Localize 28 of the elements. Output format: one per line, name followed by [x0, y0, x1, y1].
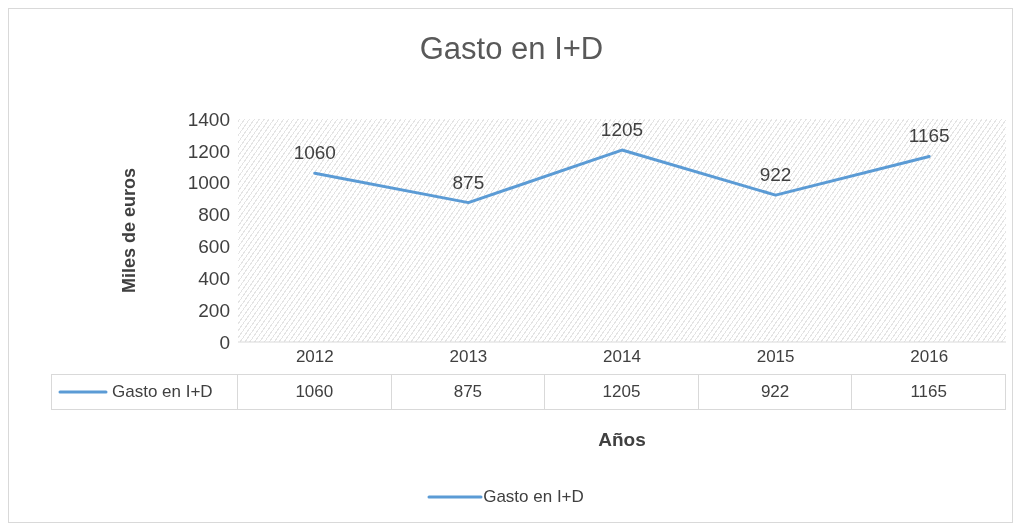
y-tick-label: 1200	[187, 140, 230, 162]
x-tick-label: 2013	[449, 347, 488, 367]
text: 1165	[908, 125, 950, 147]
x-tick-label: 2015	[756, 347, 795, 367]
y-tick-label: 1400	[187, 108, 230, 130]
y-tick-label: 1000	[187, 172, 230, 194]
x-tick-label: 2014	[603, 347, 641, 367]
legend-label: Gasto en I+D	[112, 382, 213, 402]
y-axis-title: Miles de euros	[119, 167, 140, 294]
x-axis-title: Años	[597, 429, 647, 451]
data-label: 875	[391, 374, 546, 410]
x-tick-label: 2012	[295, 347, 334, 367]
y-tick-label: 200	[198, 299, 230, 321]
text: 1060	[293, 142, 336, 164]
data-label: 1060	[238, 374, 392, 410]
x-tick-label: 2016	[910, 347, 949, 367]
y-tick-label: 400	[198, 268, 230, 290]
data-label: 922	[698, 374, 853, 410]
text: 922	[759, 164, 792, 186]
data-label: 1205	[545, 374, 699, 410]
y-tick-label: 600	[198, 236, 230, 258]
text: 875	[452, 171, 485, 193]
chart-title: Gasto en I+D	[418, 31, 605, 67]
y-tick-label: 0	[219, 331, 230, 353]
text: Gasto en I+D	[483, 487, 584, 506]
y-tick-label: 800	[198, 204, 230, 226]
text: 1205	[600, 119, 644, 141]
data-label: 1165	[852, 374, 1006, 410]
